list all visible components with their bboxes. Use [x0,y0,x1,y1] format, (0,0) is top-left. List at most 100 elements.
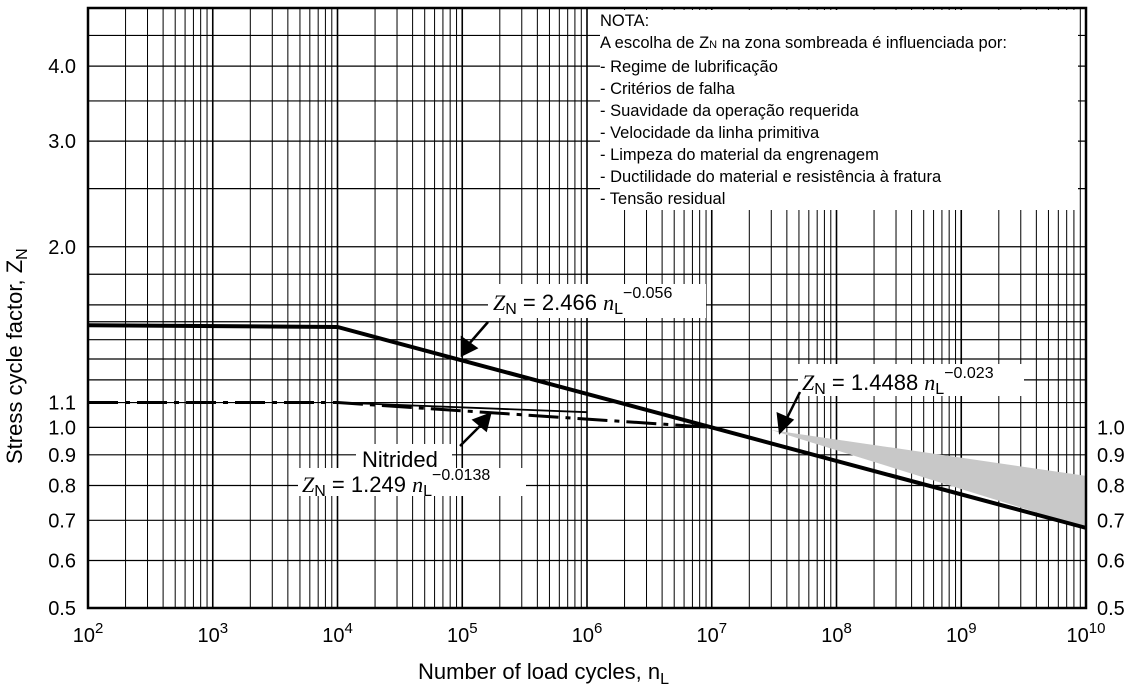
series-line-dashdot [88,401,712,429]
series-line-solid-thin [337,401,588,414]
x-tick-label: 104 [322,620,353,647]
x-tick-base: 10 [322,625,344,647]
x-tick-exp: 3 [220,620,228,637]
y-tick-label-left: 0.6 [48,550,76,572]
arrow-nitrided-head [471,411,492,433]
x-tick-base: 10 [197,625,219,647]
eq1-n: n [603,290,614,315]
svg-text:ZN = 1.4488 nL−0.023: ZN = 1.4488 nL−0.023 [802,365,994,398]
x-tick-label: 109 [946,620,977,647]
y-tick-label-left: 0.5 [48,598,76,620]
y-tick-label-right: 0.8 [1097,476,1125,498]
equation-2466: ZN = 2.466 nL−0.056 [488,284,706,318]
x-tick-label: 106 [572,620,603,647]
note-item: - Tensão residual [600,190,726,208]
x-tick-exp: 6 [594,620,602,637]
eq3-n: n [412,472,423,497]
y-axis-title: Stress cycle factor, ZN [2,248,31,464]
x-tick-base: 10 [73,625,95,647]
y-tick-label-left: 1.1 [48,393,76,415]
y-tick-label-right: 1.0 [1097,417,1125,439]
eq2-n: n [924,370,935,395]
eq2-exp: −0.023 [944,365,993,382]
eq1-z-sub: N [505,301,517,318]
arrow-2466-head [460,335,479,358]
x-tick-label: 102 [73,620,104,647]
note-item: - Velocidade da linha primitiva [600,124,820,142]
x-tick-exp: 2 [95,620,103,637]
eq3-coef: = 1.249 [326,472,412,497]
note-intro-rest: na zona sombreada é influenciada por: [717,34,1007,52]
eq3-z: Z [302,472,315,497]
eq3-z-sub: N [314,483,326,500]
x-tick-label: 108 [821,620,852,647]
y-tick-label-right: 0.7 [1097,510,1125,532]
equation-1249: Nitrided ZN = 1.249 nL−0.0138 [298,444,526,500]
note-item: - Limpeza do material da engrenagem [600,146,879,164]
y-tick-label-right: 0.6 [1097,550,1125,572]
arrow-14488-shaft [784,391,802,421]
annotation-arrows [459,321,802,447]
svg-text:ZN = 2.466 nL−0.056: ZN = 2.466 nL−0.056 [493,285,672,318]
y-tick-label-left: 0.8 [48,476,76,498]
x-tick-exp: 4 [344,620,352,637]
x-tick-exp: 9 [968,620,976,637]
eq1-coef: = 2.466 [517,290,603,315]
x-tick-exp: 8 [843,620,851,637]
arrow-14488-head [776,412,795,435]
x-tick-label: 1010 [1067,620,1106,647]
chart-lines [87,323,1087,530]
arrow-2466-shaft [467,321,489,346]
x-tick-base: 10 [447,625,469,647]
x-tick-base: 10 [821,625,843,647]
y-tick-label-right: 0.5 [1097,598,1125,620]
y-tick-label-left: 0.9 [48,445,76,467]
y-tick-label-left: 1.0 [48,417,76,439]
equation-14488: ZN = 1.4488 nL−0.023 [798,364,1024,398]
eq2-z-sub: N [814,381,826,398]
eq1-z: Z [493,290,506,315]
x-tick-base: 10 [696,625,718,647]
note-intro-text: A escolha de Z [600,34,710,52]
eq3-exp: −0.0138 [432,467,490,484]
eq2-coef: = 1.4488 [826,370,924,395]
y-tick-label-left: 0.7 [48,510,76,532]
note-title: NOTA: [600,12,650,30]
x-tick-label: 103 [197,620,228,647]
note-item: - Ductilidade do material e resistência … [600,168,942,186]
eq1-n-sub: L [614,301,623,318]
x-tick-exp: 10 [1089,620,1106,637]
svg-text:ZN = 1.249 nL−0.0138: ZN = 1.249 nL−0.0138 [302,467,490,500]
eq2-z: Z [802,370,815,395]
x-axis-title-sub: L [660,671,669,688]
x-axis-title-text: Number of load cycles, n [418,659,660,684]
shaded-zone [771,430,1086,528]
nitrided-label: Nitrided [362,447,438,472]
y-tick-label-right: 0.9 [1097,445,1125,467]
eq1-exp: −0.056 [623,285,672,302]
y-tick-label-left: 2.0 [48,237,76,259]
x-tick-base: 10 [946,625,968,647]
x-axis-title: Number of load cycles, nL [418,659,669,688]
note-item: - Regime de lubrificação [600,58,778,76]
plot-frame [86,6,1088,610]
x-tick-label: 105 [447,620,478,647]
note-box: NOTA: A escolha de ZN na zona sombreada … [600,10,1078,210]
series-line-solid [87,323,1087,530]
note-intro: A escolha de ZN na zona sombreada é infl… [600,32,1078,56]
x-tick-exp: 7 [719,620,727,637]
x-tick-exp: 5 [469,620,477,637]
arrow-nitrided-shaft [459,423,483,447]
note-item: - Critérios de falha [600,80,735,98]
eq3-n-sub: L [423,483,432,500]
axis-ticks: 102 103 104 105 106 107 108 109 10104.03.02.01.1… [48,56,1125,647]
note-item: - Suavidade da operação requerida [600,102,859,120]
y-axis-title-sub: N [14,248,31,260]
y-axis-title-text: Stress cycle factor, Z [2,260,27,464]
y-tick-label-left: 3.0 [48,131,76,153]
note-intro-sub: N [709,39,718,51]
x-tick-base: 10 [572,625,594,647]
x-tick-base: 10 [1067,625,1089,647]
x-tick-label: 107 [696,620,727,647]
